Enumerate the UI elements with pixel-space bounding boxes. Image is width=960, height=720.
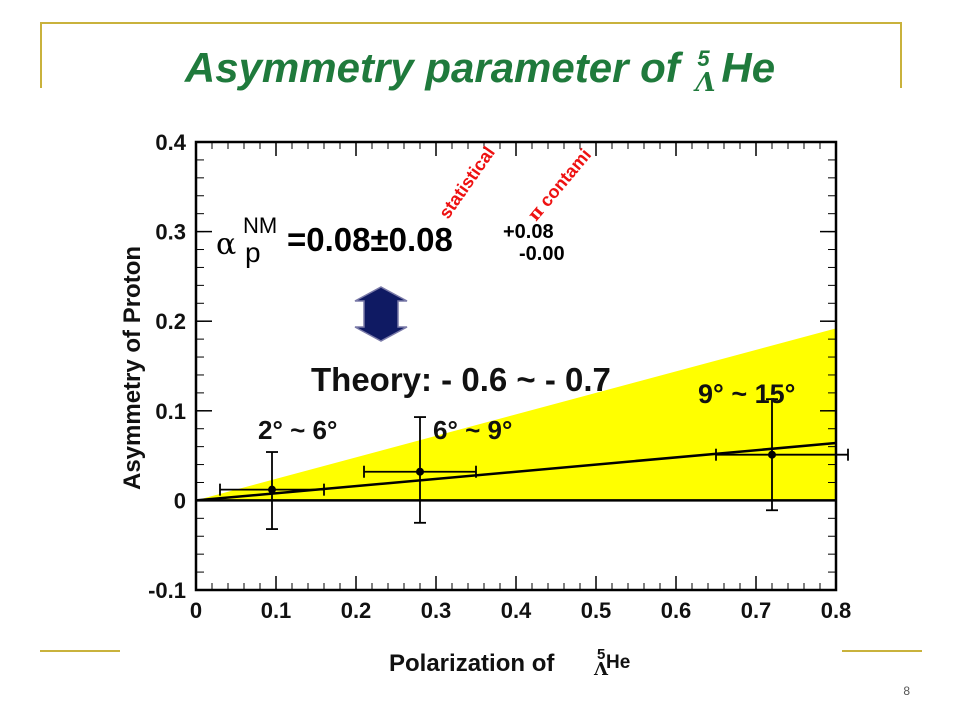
alpha-symbol: α (216, 227, 236, 262)
frame-bottom-left-line (40, 650, 120, 652)
systematic-minus: -0.00 (519, 243, 565, 265)
x-tick-label: 0.4 (501, 598, 532, 623)
angle-range-2: 6° ~ 9° (433, 415, 512, 445)
x-axis-label-element: He (606, 652, 630, 673)
angle-range-1: 2° ~ 6° (258, 415, 337, 445)
x-tick-label: 0.5 (581, 598, 612, 623)
frame-bottom-right-line (842, 650, 922, 652)
contami-text: contami (532, 145, 595, 215)
title-mass-number: 5 (697, 46, 710, 71)
x-axis-label-text: Polarization of (389, 650, 555, 677)
y-tick-label: 0.3 (155, 220, 186, 245)
theory-label: Theory: - 0.6 ~ - 0.7 (311, 361, 611, 398)
double-arrow-icon (354, 286, 408, 342)
systematic-plus: +0.08 (503, 221, 554, 243)
x-axis-label-mass: 5 (597, 646, 605, 663)
y-tick-label: 0 (174, 488, 186, 513)
x-tick-label: 0 (190, 598, 202, 623)
x-axis-label-lambda: Λ (593, 659, 609, 680)
alpha-value: =0.08±0.08 (287, 221, 453, 258)
frame-right-line (900, 22, 902, 88)
angle-range-3: 9° ~ 15° (698, 379, 795, 409)
statistical-label: statistical (435, 143, 499, 222)
x-tick-label: 0.1 (261, 598, 292, 623)
alpha-subscript: p (245, 237, 261, 268)
data-point-marker (768, 450, 776, 459)
x-axis-label: Polarization of 5 Λ He (389, 646, 630, 680)
data-point-3 (715, 398, 849, 512)
x-tick-label: 0.8 (821, 598, 852, 623)
frame-left-line (40, 22, 42, 88)
title-lambda: Λ (695, 68, 716, 98)
y-axis-label: Asymmetry of Proton (119, 246, 146, 490)
x-tick-label: 0.7 (741, 598, 772, 623)
y-tick-label: -0.1 (148, 578, 186, 603)
x-tick-label: 0.6 (661, 598, 692, 623)
x-tick-label: 0.2 (341, 598, 372, 623)
lines-layer (196, 441, 836, 502)
fit-line (196, 441, 836, 502)
slide-title: Asymmetry parameter of 5 Λ He (0, 44, 960, 98)
y-tick-label: 0.1 (155, 399, 186, 424)
alpha-superscript: NM (243, 213, 277, 238)
y-tick-label: 0.4 (155, 130, 186, 155)
y-tick-label: 0.2 (155, 309, 186, 334)
x-tick-label: 0.3 (421, 598, 452, 623)
data-point-marker (416, 467, 424, 476)
pi-contamination-label: π contami (524, 145, 596, 225)
page-number: 8 (903, 684, 910, 698)
frame-top-line (40, 22, 902, 24)
points-layer (219, 398, 849, 530)
title-text: Asymmetry parameter of (184, 44, 692, 91)
data-point-1 (219, 451, 325, 530)
data-point-2 (363, 416, 477, 524)
data-point-marker (268, 485, 276, 494)
ticks-layer (195, 141, 837, 591)
alpha-result: α NM p =0.08±0.08 +0.08 -0.00 (216, 213, 565, 268)
svg-text:π contami: π contami (524, 145, 596, 225)
title-element: He (721, 44, 776, 91)
tick-labels-layer: 0 0.1 0.2 0.3 0.4 0.5 0.6 0.7 0.8-0.100.10.20.30… (148, 130, 851, 623)
